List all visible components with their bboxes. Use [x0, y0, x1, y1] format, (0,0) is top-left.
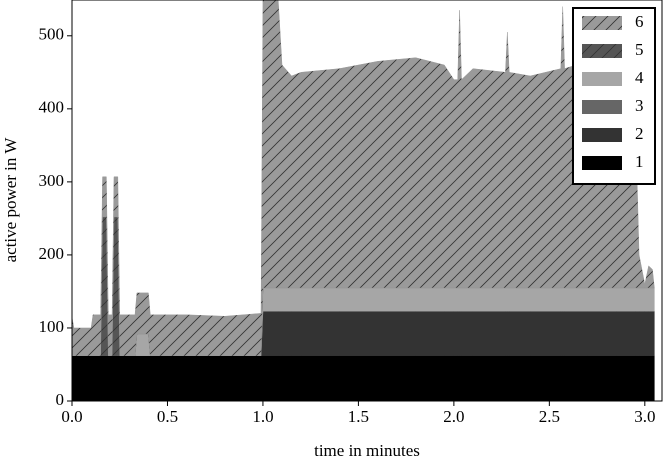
- x-tick-label: 3.0: [634, 407, 655, 426]
- y-tick-label: 400: [39, 98, 65, 117]
- legend-swatch: [582, 72, 622, 86]
- y-tick-label: 500: [39, 25, 65, 44]
- legend-swatch: [582, 156, 622, 170]
- legend-label: 3: [635, 96, 644, 115]
- x-tick-label: 2.5: [539, 407, 560, 426]
- legend-label: 5: [635, 40, 644, 59]
- y-tick-label: 300: [39, 171, 65, 190]
- x-tick-label: 0.0: [61, 407, 82, 426]
- y-tick-label: 0: [56, 390, 65, 409]
- legend-swatch-hatch: [582, 16, 622, 30]
- legend-swatch: [582, 100, 622, 114]
- plot: [71, 0, 655, 402]
- legend-label: 6: [635, 12, 644, 31]
- y-tick-label: 200: [39, 244, 65, 263]
- x-tick-label: 0.5: [157, 407, 178, 426]
- x-tick-label: 2.0: [443, 407, 464, 426]
- area-hatch: [72, 0, 655, 356]
- y-tick-label: 100: [39, 317, 65, 336]
- legend-label: 1: [635, 152, 644, 171]
- x-axis-label: time in minutes: [314, 441, 420, 460]
- plot-frame: [71, 0, 663, 402]
- area: [71, 355, 655, 402]
- legend-label: 2: [635, 124, 644, 143]
- x-tick-label: 1.0: [252, 407, 273, 426]
- x-tick-label: 1.5: [348, 407, 369, 426]
- legend-label: 4: [635, 68, 644, 87]
- legend-swatch: [582, 128, 622, 142]
- legend-swatch-hatch: [582, 44, 622, 58]
- legend: [572, 7, 656, 185]
- y-axis-label: active power in W: [1, 137, 20, 263]
